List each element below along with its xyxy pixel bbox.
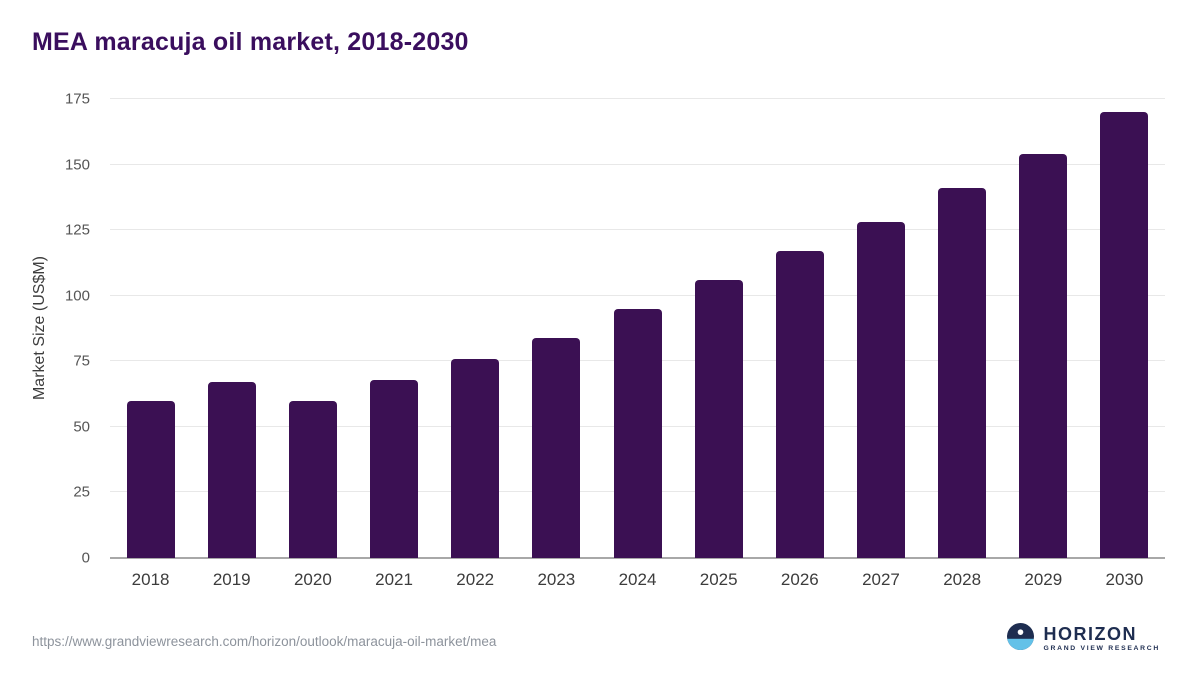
x-tick-label: 2021	[375, 570, 413, 589]
x-tick-label: 2018	[131, 570, 170, 589]
plot-area	[110, 98, 1165, 559]
bar-slot	[353, 99, 434, 558]
x-tick-label: 2025	[699, 570, 738, 589]
y-tick-label: 75	[73, 352, 90, 370]
y-tick-labels: 0 25 50 75 100 125 150 175	[0, 91, 100, 567]
y-tick-label: 25	[73, 483, 90, 501]
bar-slot	[922, 99, 1003, 558]
bar-slot	[759, 99, 840, 558]
bar-2021	[370, 379, 419, 558]
source-url: https://www.grandviewresearch.com/horizo…	[32, 634, 497, 649]
brand-text: HORIZON GRAND VIEW RESEARCH	[1043, 625, 1160, 653]
brand-name: HORIZON	[1043, 624, 1137, 645]
x-tick-label: 2026	[780, 570, 819, 589]
bar-slot	[191, 99, 272, 558]
bar-slot	[1003, 99, 1084, 558]
bar-2022	[451, 358, 500, 558]
brand-subtitle: GRAND VIEW RESEARCH	[1043, 645, 1160, 653]
x-axis-baseline	[110, 557, 1165, 559]
bar-2028	[938, 188, 987, 558]
gridline	[110, 98, 1165, 99]
bar-2024	[613, 308, 662, 558]
bar-slot	[110, 99, 191, 558]
gridline	[110, 163, 1165, 165]
x-tick-label: 2028	[943, 570, 982, 589]
bar-slot	[435, 99, 516, 558]
horizon-logo-icon	[1007, 623, 1035, 655]
x-tick-label: 2022	[456, 570, 495, 589]
x-tick-label: 2030	[1105, 570, 1144, 589]
bar-slot	[1084, 99, 1165, 558]
bar-slot	[597, 99, 678, 558]
bar-2029	[1019, 154, 1068, 558]
bar-2027	[856, 222, 905, 558]
y-tick-label: 175	[64, 90, 90, 108]
x-tick-label: 2023	[537, 570, 576, 589]
bar-slot	[272, 99, 353, 558]
x-tick-label: 2027	[862, 570, 900, 589]
y-tick-label: 0	[81, 549, 90, 567]
bar-slot	[840, 99, 921, 558]
bar-slot	[678, 99, 759, 558]
bar-2019	[207, 382, 256, 558]
y-tick-label: 50	[73, 418, 90, 436]
x-tick-label: 2029	[1024, 570, 1063, 589]
bar-2023	[532, 337, 581, 558]
x-tick-label: 2024	[618, 570, 657, 589]
x-labels: 2018 2019 2020 2021 2022 2023 2024 2025 2026 2027…	[110, 562, 1165, 590]
bar-2030	[1100, 112, 1149, 558]
gridline	[110, 294, 1165, 296]
bar-2020	[288, 400, 337, 558]
x-tick-label: 2020	[293, 570, 332, 589]
x-tick-label: 2019	[212, 570, 251, 589]
brand-logo: HORIZON GRAND VIEW RESEARCH	[1007, 623, 1160, 655]
y-tick-label: 100	[64, 287, 90, 305]
bar-2026	[775, 251, 824, 558]
chart-title: MEA maracuja oil market, 2018-2030	[32, 28, 469, 56]
bar-2025	[694, 279, 743, 558]
y-tick-label: 125	[64, 221, 90, 239]
bars	[110, 99, 1165, 558]
y-tick-label: 150	[64, 156, 90, 174]
bar-slot	[516, 99, 597, 558]
gridline	[110, 229, 1165, 231]
bar-2018	[126, 400, 175, 558]
